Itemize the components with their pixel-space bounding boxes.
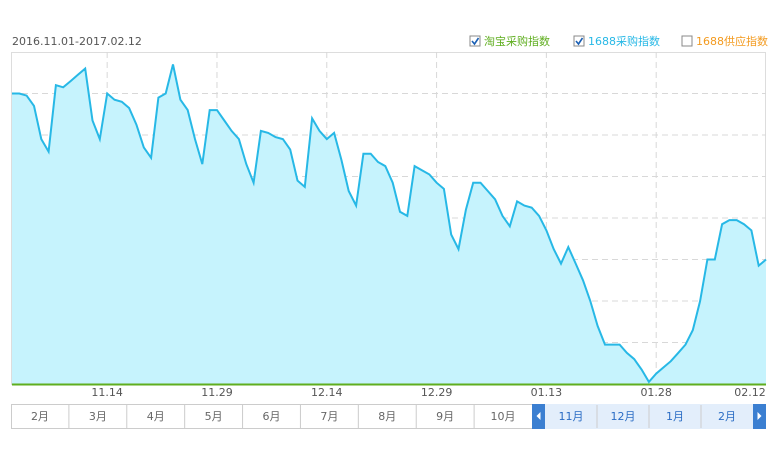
legend-checkbox[interactable] (681, 35, 693, 47)
legend-label[interactable]: 1688采购指数 (588, 34, 660, 48)
legend-checkbox[interactable] (469, 35, 481, 47)
navigator-month[interactable]: 7月 (320, 410, 338, 423)
navigator-month[interactable]: 1月 (666, 410, 684, 423)
legend-checkbox[interactable] (573, 35, 585, 47)
navigator-month[interactable]: 9月 (436, 410, 454, 423)
legend-check[interactable] (471, 37, 480, 46)
navigator-month[interactable]: 5月 (205, 410, 223, 423)
area-fill (12, 64, 766, 385)
date-range: 2016.11.01-2017.02.12 (12, 35, 142, 48)
x-tick-label: 11.29 (201, 386, 233, 399)
navigator-arrow[interactable] (536, 412, 541, 420)
legend-label[interactable]: 1688供应指数 (696, 34, 768, 48)
navigator-month[interactable]: 8月 (378, 410, 396, 423)
navigator-month[interactable]: 4月 (147, 410, 165, 423)
x-tick-label: 01.13 (531, 386, 563, 399)
navigator-month[interactable]: 12月 (611, 410, 636, 423)
line (12, 64, 767, 384)
navigator-month[interactable]: 3月 (89, 410, 107, 423)
legend-label[interactable]: 淘宝采购指数 (484, 34, 550, 48)
x-tick-label: 01.28 (640, 386, 672, 399)
x-tick-label: 12.29 (421, 386, 453, 399)
navigator-month[interactable]: 6月 (263, 410, 281, 423)
x-tick-label: 02.12 (734, 386, 766, 399)
x-tick-label: 11.14 (91, 386, 123, 399)
legend-check[interactable] (575, 37, 584, 46)
navigator-month[interactable]: 11月 (559, 410, 584, 423)
navigator-month[interactable]: 2月 (31, 410, 49, 423)
x-tick-label: 12.14 (311, 386, 343, 399)
navigator-arrow[interactable] (757, 412, 762, 420)
navigator-month[interactable]: 10月 (491, 410, 516, 423)
navigator-month[interactable]: 2月 (718, 410, 736, 423)
